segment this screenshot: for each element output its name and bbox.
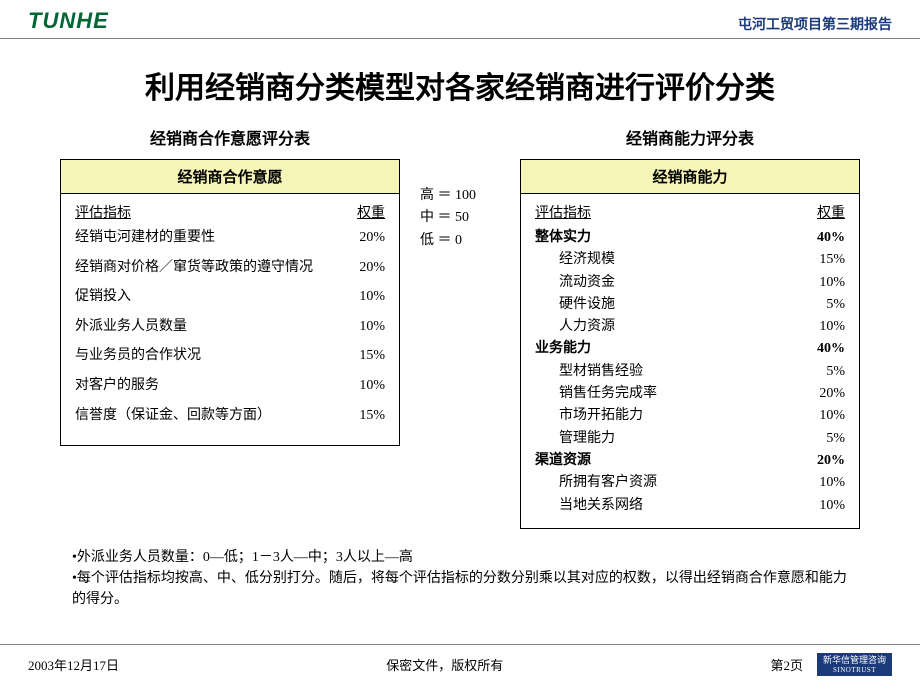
legend-high: 高 ＝ 100 xyxy=(420,185,500,207)
left-row: 信誉度（保证金、回款等方面）15% xyxy=(75,406,385,426)
right-row-weight: 10% xyxy=(805,406,845,426)
footer-logo: 新华信管理咨询 SINOTRUST xyxy=(817,653,892,676)
footer-logo-cn: 新华信管理咨询 xyxy=(823,655,886,666)
left-col-headers: 评估指标 权重 xyxy=(75,202,385,222)
left-row-label: 对客户的服务 xyxy=(75,376,345,396)
right-col-headers: 评估指标 权重 xyxy=(535,202,845,222)
legend-low: 低 ＝ 0 xyxy=(420,230,500,252)
right-row-weight: 20% xyxy=(805,384,845,404)
footer-page: 第2页 xyxy=(770,655,803,674)
right-panel-header: 经销商能力 xyxy=(521,160,859,194)
left-panel-wrap: 经销商合作意愿评分表 经销商合作意愿 评估指标 权重 经销屯河建材的重要性20%… xyxy=(60,125,400,529)
left-row-weight: 20% xyxy=(345,258,385,278)
left-row-weight: 20% xyxy=(345,228,385,248)
left-row-label: 外派业务人员数量 xyxy=(75,317,345,337)
left-row: 与业务员的合作状况15% xyxy=(75,346,385,366)
right-row-label: 人力资源 xyxy=(535,317,805,337)
left-row: 对客户的服务10% xyxy=(75,376,385,396)
right-row: 硬件设施5% xyxy=(535,295,845,315)
right-row-weight: 5% xyxy=(805,429,845,449)
right-row-label: 管理能力 xyxy=(535,429,805,449)
right-row-label: 市场开拓能力 xyxy=(535,406,805,426)
right-row: 销售任务完成率20% xyxy=(535,384,845,404)
right-col-label: 评估指标 xyxy=(535,202,591,222)
right-row: 整体实力40% xyxy=(535,228,845,248)
left-row-weight: 15% xyxy=(345,346,385,366)
note-line-1: •外派业务人员数量：0—低；1－3人—中；3人以上—高 xyxy=(72,547,860,568)
left-row: 外派业务人员数量10% xyxy=(75,317,385,337)
right-row-label: 整体实力 xyxy=(535,228,805,248)
left-row-label: 与业务员的合作状况 xyxy=(75,346,345,366)
right-row-weight: 15% xyxy=(805,250,845,270)
right-row-label: 所拥有客户资源 xyxy=(535,473,805,493)
right-row-label: 经济规模 xyxy=(535,250,805,270)
left-row-weight: 10% xyxy=(345,376,385,396)
left-col-label: 评估指标 xyxy=(75,202,131,222)
right-panel-body: 评估指标 权重 整体实力40%经济规模15%流动资金10%硬件设施5%人力资源1… xyxy=(521,194,859,528)
right-panel: 经销商能力 评估指标 权重 整体实力40%经济规模15%流动资金10%硬件设施5… xyxy=(520,159,860,529)
score-legend: 高 ＝ 100 中 ＝ 50 低 ＝ 0 xyxy=(420,125,500,529)
logo-text: TUNHE xyxy=(28,8,109,33)
footer-logo-en: SINOTRUST xyxy=(823,666,886,674)
right-row-weight: 10% xyxy=(805,273,845,293)
content: 经销商合作意愿评分表 经销商合作意愿 评估指标 权重 经销屯河建材的重要性20%… xyxy=(0,125,920,529)
right-row: 流动资金10% xyxy=(535,273,845,293)
left-row-weight: 10% xyxy=(345,317,385,337)
right-row-weight: 40% xyxy=(805,339,845,359)
right-row: 型材销售经验5% xyxy=(535,362,845,382)
right-row: 经济规模15% xyxy=(535,250,845,270)
left-row-label: 信誉度（保证金、回款等方面） xyxy=(75,406,345,426)
right-row: 所拥有客户资源10% xyxy=(535,473,845,493)
left-panel-header: 经销商合作意愿 xyxy=(61,160,399,194)
note-line-2: •每个评估指标均按高、中、低分别打分。随后，将每个评估指标的分数分别乘以其对应的… xyxy=(72,568,860,610)
page-title: 利用经销商分类模型对各家经销商进行评价分类 xyxy=(0,63,920,107)
right-row-label: 渠道资源 xyxy=(535,451,805,471)
right-row-weight: 10% xyxy=(805,496,845,516)
footer: 2003年12月17日 保密文件，版权所有 第2页 新华信管理咨询 SINOTR… xyxy=(0,644,920,676)
logo: TUNHE xyxy=(28,8,109,34)
right-row-weight: 5% xyxy=(805,362,845,382)
right-row: 人力资源10% xyxy=(535,317,845,337)
legend-mid: 中 ＝ 50 xyxy=(420,207,500,229)
right-row-label: 销售任务完成率 xyxy=(535,384,805,404)
left-row: 经销商对价格／窜货等政策的遵守情况20% xyxy=(75,258,385,278)
right-row: 当地关系网络10% xyxy=(535,496,845,516)
right-row-label: 型材销售经验 xyxy=(535,362,805,382)
left-row-label: 经销屯河建材的重要性 xyxy=(75,228,345,248)
left-col-weight: 权重 xyxy=(357,202,385,222)
right-panel-title: 经销商能力评分表 xyxy=(520,125,860,149)
right-row-weight: 10% xyxy=(805,473,845,493)
left-panel: 经销商合作意愿 评估指标 权重 经销屯河建材的重要性20%经销商对价格／窜货等政… xyxy=(60,159,400,446)
header-subtitle: 屯河工贸项目第三期报告 xyxy=(738,14,892,34)
left-row-label: 促销投入 xyxy=(75,287,345,307)
left-row: 促销投入10% xyxy=(75,287,385,307)
right-row-label: 流动资金 xyxy=(535,273,805,293)
left-row-label: 经销商对价格／窜货等政策的遵守情况 xyxy=(75,258,345,278)
left-panel-title: 经销商合作意愿评分表 xyxy=(60,125,400,149)
left-row: 经销屯河建材的重要性20% xyxy=(75,228,385,248)
right-row: 市场开拓能力10% xyxy=(535,406,845,426)
left-row-weight: 15% xyxy=(345,406,385,426)
right-row-weight: 40% xyxy=(805,228,845,248)
right-row-label: 业务能力 xyxy=(535,339,805,359)
right-row: 渠道资源20% xyxy=(535,451,845,471)
footer-center: 保密文件，版权所有 xyxy=(386,655,503,674)
right-row-weight: 5% xyxy=(805,295,845,315)
left-row-weight: 10% xyxy=(345,287,385,307)
right-panel-wrap: 经销商能力评分表 经销商能力 评估指标 权重 整体实力40%经济规模15%流动资… xyxy=(520,125,860,529)
right-row-weight: 20% xyxy=(805,451,845,471)
header: TUNHE 屯河工贸项目第三期报告 xyxy=(0,0,920,39)
right-row: 业务能力40% xyxy=(535,339,845,359)
right-row-label: 当地关系网络 xyxy=(535,496,805,516)
right-row: 管理能力5% xyxy=(535,429,845,449)
right-col-weight: 权重 xyxy=(817,202,845,222)
right-row-label: 硬件设施 xyxy=(535,295,805,315)
footer-date: 2003年12月17日 xyxy=(28,655,119,674)
notes: •外派业务人员数量：0—低；1－3人—中；3人以上—高 •每个评估指标均按高、中… xyxy=(0,529,920,610)
left-panel-body: 评估指标 权重 经销屯河建材的重要性20%经销商对价格／窜货等政策的遵守情况20… xyxy=(61,194,399,445)
right-row-weight: 10% xyxy=(805,317,845,337)
